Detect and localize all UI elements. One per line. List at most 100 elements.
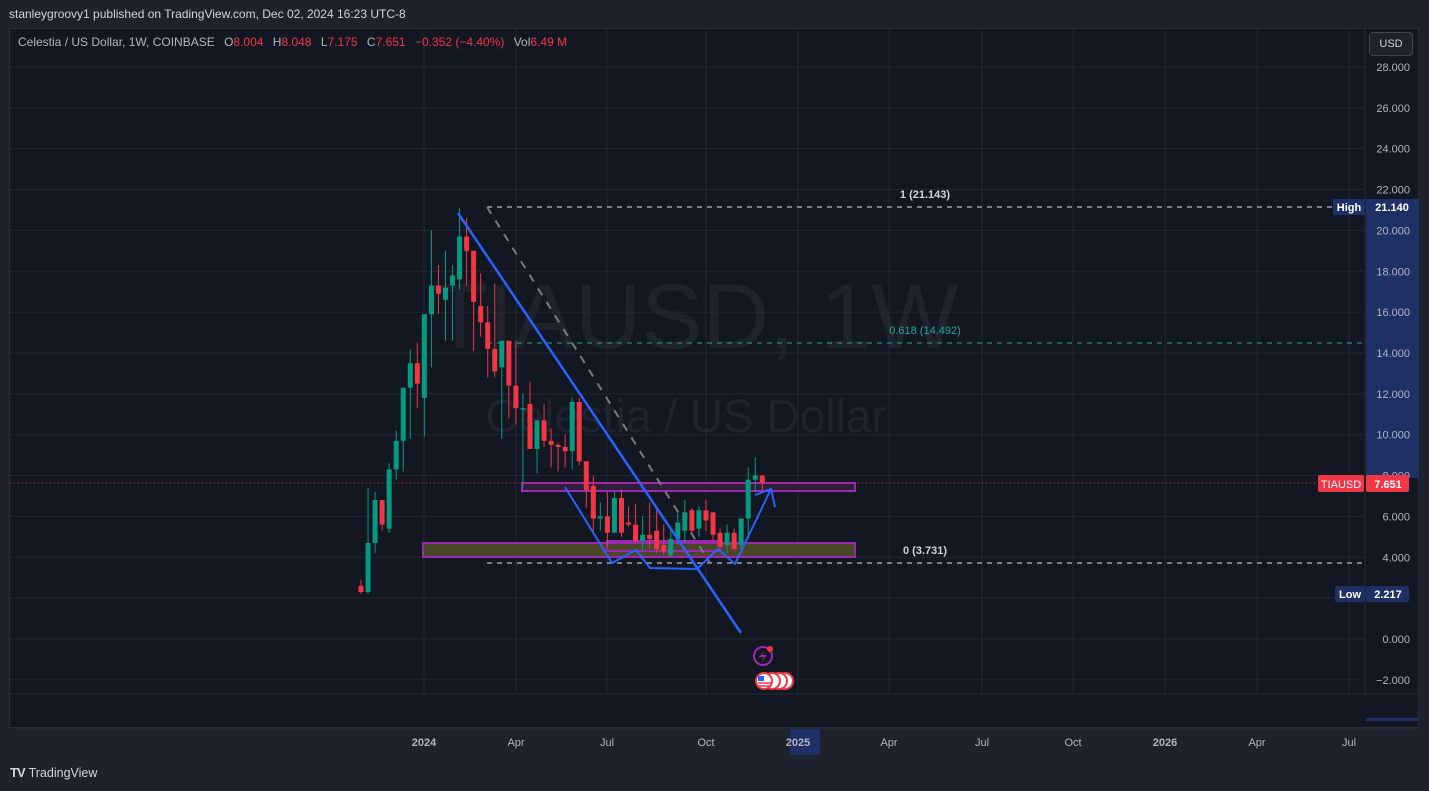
candle-body [682,512,688,531]
candle-body [569,402,575,452]
svg-text:TIAUSD: TIAUSD [1321,479,1361,491]
candle-body [647,534,653,539]
candle-body [471,250,477,302]
tradingview-mark-icon: TV [10,765,26,780]
candle-body [738,518,744,546]
candle-body [358,585,364,593]
currency-button[interactable]: USD [1369,32,1413,56]
candle-body [576,402,582,462]
time-tick: Apr [1248,737,1265,749]
candle-body [442,287,448,300]
last-price-label: TIAUSD 7.651 [1318,475,1409,492]
fib-label-0: 0 (3.731) [903,545,947,557]
price-tick: 10.000 [1376,430,1410,442]
high-label: H [272,35,282,49]
event-lightning-icon[interactable] [753,646,773,666]
descending-trendline[interactable] [456,212,743,634]
price-tick: 22.000 [1376,185,1410,197]
candle-body [520,408,526,410]
candle-body [562,446,568,452]
fib-label-1: 1 (21.143) [900,189,950,201]
tradingview-logo[interactable]: TV TradingView [10,765,97,780]
time-tick: 2025 [786,737,810,749]
candle-body [633,524,639,541]
candle-body [379,500,385,525]
candle-body [386,469,392,529]
price-tick: 0.000 [1382,634,1410,646]
candle-body [407,363,413,388]
high-value: 8.048 [281,35,312,49]
time-tick: Jul [1342,737,1356,749]
price-tick: 24.000 [1376,144,1410,156]
candle-body [731,532,737,550]
published-note: stanleygroovy1 published on TradingView.… [9,7,406,21]
open-label: O [224,35,234,49]
change-value: −0.352 (−4.40%) [414,35,505,49]
projection-path[interactable] [564,486,772,571]
low-price-label: Low 2.217 [1335,586,1409,602]
price-tick: 28.000 [1376,62,1410,74]
candle-body [675,522,681,539]
close-value: 7.651 [375,35,406,49]
resistance-zone[interactable] [521,482,856,492]
volume-value: 6.49 M [530,35,568,49]
candle-body [457,236,463,280]
time-tick: Oct [1064,737,1081,749]
candle-body [724,532,730,546]
fib-trend-line[interactable] [486,206,711,564]
price-tick: 26.000 [1376,103,1410,115]
high-price-label: High 21.140 [1333,199,1419,215]
svg-text:2.217: 2.217 [1374,589,1402,601]
candle-body [499,340,505,368]
candle-body [689,510,695,531]
grid-lines [10,29,1365,694]
candle-body [597,516,603,519]
watermark-name: Celestia / US Dollar [485,390,886,442]
time-tick: Apr [880,737,897,749]
close-label: C [366,35,376,49]
price-axis[interactable]: 28.000 26.000 24.000 22.000 20.000 18.000 16.0… [1376,62,1410,687]
time-axis[interactable]: 2024 Apr Jul Oct 2025 Apr Jul Oct 2026 Apr Jul [412,737,1356,749]
candlestick-series[interactable] [358,207,765,595]
candle-body [703,510,709,521]
price-tick: 14.000 [1376,348,1410,360]
price-tick: −2.000 [1376,675,1410,687]
candle-body [393,440,399,470]
volume-pane-indicator [1366,718,1419,721]
candle-body [527,404,533,450]
candle-body [668,538,674,556]
candle-body [513,385,519,409]
candle-body [583,461,589,490]
candle-body [640,534,646,541]
svg-text:Low: Low [1339,589,1361,601]
candle-body [548,440,554,445]
price-axis-range-highlight [1366,206,1419,478]
symbol-name: Celestia / US Dollar, 1W, COINBASE [18,35,215,49]
candle-body [745,479,751,519]
time-tick: Jul [975,737,989,749]
candle-body [618,498,624,533]
candle-body [717,532,723,548]
watermark-ticker: TIAUSD, 1W [432,266,959,368]
price-tick: 4.000 [1382,552,1410,564]
time-tick: 2026 [1153,737,1177,749]
volume-label: Vol [513,35,531,49]
economic-events-flag-icons[interactable] [755,672,794,690]
svg-text:21.140: 21.140 [1375,202,1409,214]
projection-arrowhead [754,487,776,508]
time-tick: Oct [697,737,714,749]
candle-body [421,314,427,398]
candle-body [541,420,547,441]
candle-body [464,236,470,251]
candle-body [435,285,441,294]
candle-body [400,387,406,441]
candle-body [506,340,512,386]
candle-body [365,542,371,593]
svg-text:High: High [1337,202,1362,214]
candle-body [696,510,702,529]
candle-body [710,512,716,535]
price-tick: 20.000 [1376,225,1410,237]
price-tick: 16.000 [1376,307,1410,319]
time-tick: Apr [507,737,524,749]
